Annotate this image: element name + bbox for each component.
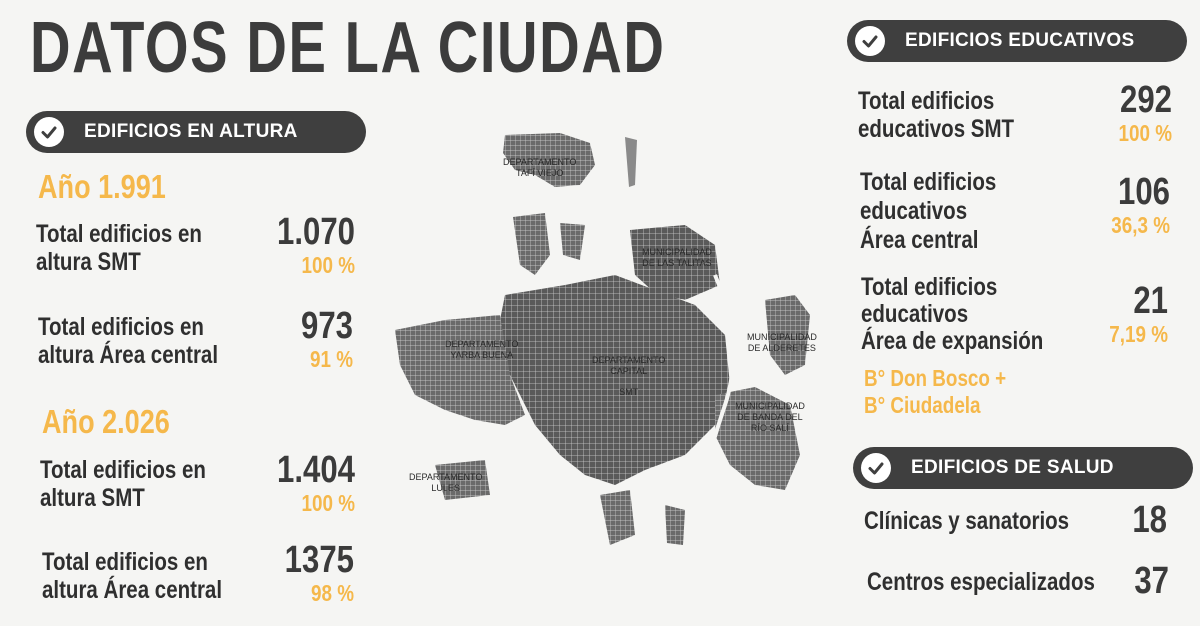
page-title: DATOS DE LA CIUDAD bbox=[30, 8, 666, 88]
map-label-alderetes: MUNICIPALIDAD DE ALDERETES bbox=[747, 332, 817, 353]
altura-header: EDIFICIOS EN ALTURA bbox=[26, 111, 366, 153]
check-icon bbox=[855, 26, 885, 56]
altura-smt-1991-label: Total edificios en altura SMT bbox=[36, 220, 202, 276]
altura-central-1991-pct: 91 % bbox=[310, 346, 353, 372]
map-label-tafi: DEPARTAMENTO TAFÍ VIEJO bbox=[503, 157, 577, 178]
city-map-graphic bbox=[395, 133, 810, 546]
altura-central-1991-value: 973 bbox=[301, 305, 353, 347]
map-label-talitas: MUNICIPALIDAD DE LAS TALITAS bbox=[642, 247, 712, 268]
edu-central-label: Total edificios educativos Área central bbox=[860, 168, 997, 254]
edu-expansion-note: B° Don Bosco + B° Ciudadela bbox=[864, 365, 1007, 418]
city-map: DEPARTAMENTO TAFÍ VIEJO MUNICIPALIDAD DE… bbox=[385, 125, 835, 565]
salud-centros-label: Centros especializados bbox=[867, 568, 1095, 596]
check-icon bbox=[861, 453, 891, 483]
edu-central-pct: 36,3 % bbox=[1111, 212, 1170, 238]
map-label-capital: DEPARTAMENTO CAPITAL SMT bbox=[592, 355, 666, 397]
altura-smt-1991-value: 1.070 bbox=[277, 211, 355, 253]
salud-centros-value: 37 bbox=[1134, 560, 1169, 602]
educativos-header-label: EDIFICIOS EDUCATIVOS bbox=[905, 30, 1135, 51]
map-label-banda: MUNICIPALIDAD DE BANDA DEL RÍO SALÍ bbox=[735, 401, 805, 433]
altura-smt-2026-value: 1.404 bbox=[277, 449, 355, 491]
educativos-header: EDIFICIOS EDUCATIVOS bbox=[847, 20, 1187, 62]
salud-header: EDIFICIOS DE SALUD bbox=[853, 447, 1193, 489]
salud-clinicas-value: 18 bbox=[1132, 499, 1167, 541]
altura-smt-1991-pct: 100 % bbox=[301, 252, 355, 278]
year-1991: Año 1.991 bbox=[38, 168, 166, 205]
edu-expansion-label: Total edificios educativos Área de expan… bbox=[861, 273, 1044, 355]
altura-smt-2026-label: Total edificios en altura SMT bbox=[40, 456, 206, 512]
check-icon bbox=[34, 117, 64, 147]
altura-central-2026-pct: 98 % bbox=[311, 580, 354, 606]
salud-header-label: EDIFICIOS DE SALUD bbox=[911, 457, 1114, 478]
edu-smt-value: 292 bbox=[1120, 79, 1172, 121]
altura-central-2026-label: Total edificios en altura Área central bbox=[42, 548, 223, 604]
altura-header-label: EDIFICIOS EN ALTURA bbox=[84, 121, 298, 142]
altura-central-2026-value: 1375 bbox=[284, 539, 354, 581]
salud-clinicas-label: Clínicas y sanatorios bbox=[864, 507, 1070, 535]
altura-central-1991-label: Total edificios en altura Área central bbox=[38, 313, 219, 369]
map-label-yerba: DEPARTAMENTO YARBA BUENA bbox=[445, 339, 519, 360]
edu-expansion-value: 21 bbox=[1133, 280, 1168, 322]
edu-smt-label: Total edificios educativos SMT bbox=[858, 87, 1015, 143]
altura-smt-2026-pct: 100 % bbox=[301, 490, 355, 516]
edu-central-value: 106 bbox=[1118, 171, 1170, 213]
edu-expansion-pct: 7,19 % bbox=[1109, 321, 1168, 347]
edu-smt-pct: 100 % bbox=[1118, 120, 1172, 146]
map-label-lules: DEPARTAMENTO LULES bbox=[409, 472, 483, 493]
year-2026: Año 2.026 bbox=[42, 403, 170, 440]
